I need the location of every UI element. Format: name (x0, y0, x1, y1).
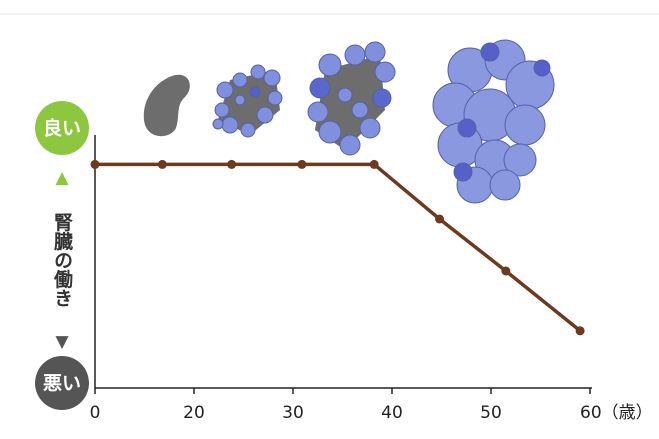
x-tick-label: 60（歳） (580, 403, 653, 423)
point (297, 160, 306, 169)
x-tick-label: 40 (381, 403, 403, 423)
x-tick-label: 20 (183, 403, 205, 423)
point (158, 160, 167, 169)
chart: 良い ▲ 腎臓の働き ▼ 悪い 0 20 30 40 50 60（歳） (0, 0, 659, 439)
x-tick-label: 50 (480, 403, 502, 423)
y-axis-label: 腎臓の働き (51, 212, 74, 307)
y-bottom-label: 悪い (43, 373, 81, 395)
point (227, 160, 236, 169)
point (501, 267, 510, 276)
down-arrow: ▼ (55, 332, 69, 352)
point (370, 160, 379, 169)
y-top-label: 良い (43, 117, 81, 140)
point (435, 215, 444, 224)
up-arrow: ▲ (55, 168, 69, 188)
x-tick-label: 0 (90, 403, 101, 423)
point (91, 160, 100, 169)
point (576, 326, 585, 335)
x-tick-label: 30 (282, 403, 304, 423)
